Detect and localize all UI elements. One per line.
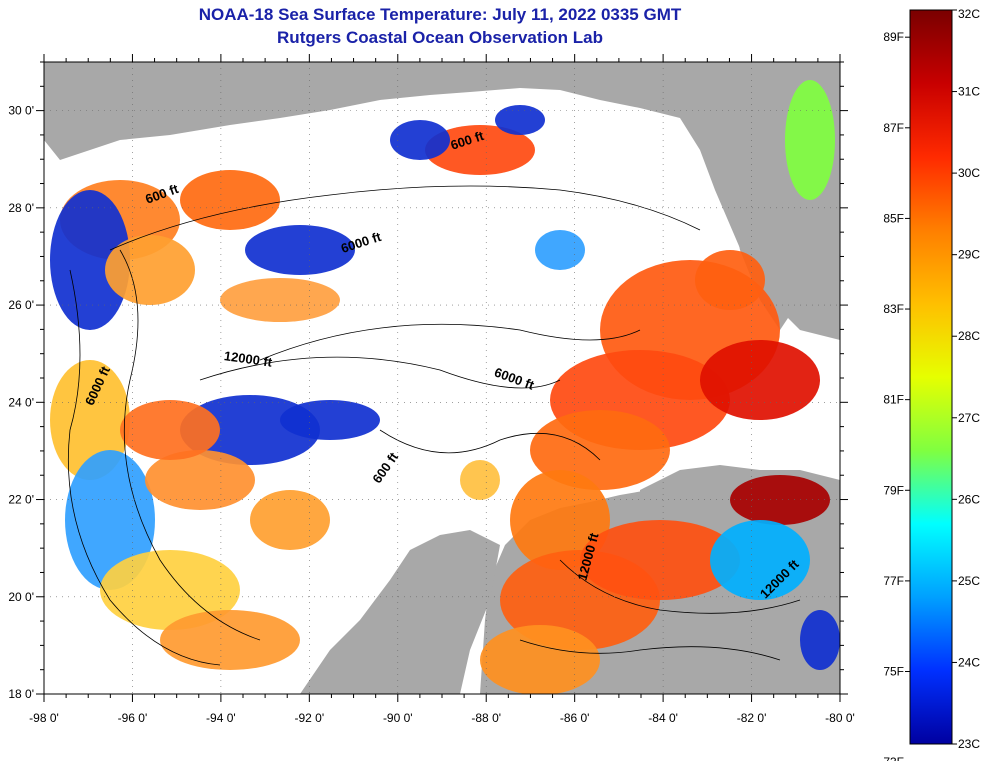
sst-patch — [390, 120, 450, 160]
sst-patch — [785, 80, 835, 200]
fahrenheit-label: 85F — [883, 211, 904, 225]
sst-patch — [710, 520, 810, 600]
sst-patch — [495, 105, 545, 135]
sst-patch — [250, 490, 330, 550]
sst-patch — [530, 410, 670, 490]
celsius-label: 24C — [958, 655, 980, 669]
celsius-label: 25C — [958, 574, 980, 588]
celsius-label: 32C — [958, 7, 980, 21]
sst-patch — [120, 400, 220, 460]
celsius-label: 30C — [958, 166, 980, 180]
frame-ticks — [36, 54, 848, 702]
celsius-label: 31C — [958, 85, 980, 99]
bathymetry-contours — [67, 185, 801, 666]
sst-patch — [425, 125, 535, 175]
celsius-label: 23C — [958, 737, 980, 751]
fahrenheit-label: 75F — [883, 665, 904, 679]
sst-patch — [50, 190, 130, 330]
map-title: NOAA-18 Sea Surface Temperature: July 11… — [198, 5, 682, 24]
fahrenheit-label: 87F — [883, 121, 904, 135]
sst-patch — [730, 475, 830, 525]
lon-tick-label: -96 0' — [118, 711, 148, 725]
fahrenheit-label: 77F — [883, 574, 904, 588]
sst-patch — [180, 170, 280, 230]
lat-tick-label: 24 0' — [8, 395, 34, 409]
sst-patch — [145, 450, 255, 510]
lat-tick-label: 22 0' — [8, 493, 34, 507]
lon-tick-label: -98 0' — [29, 711, 59, 725]
lon-tick-label: -80 0' — [825, 711, 855, 725]
graticule-grid — [44, 62, 840, 694]
lon-tick-label: -90 0' — [383, 711, 413, 725]
sst-patch — [460, 460, 500, 500]
sst-patch — [510, 470, 610, 570]
fahrenheit-label: 83F — [883, 302, 904, 316]
lon-tick-label: -86 0' — [560, 711, 590, 725]
fahrenheit-label: 73F — [883, 755, 904, 761]
sst-patch — [105, 235, 195, 305]
lon-tick-label: -82 0' — [737, 711, 767, 725]
map-subtitle: Rutgers Coastal Ocean Observation Lab — [277, 28, 603, 47]
sst-patch — [580, 520, 740, 600]
sst-patches — [50, 80, 840, 694]
sst-patch — [700, 340, 820, 420]
celsius-label: 26C — [958, 492, 980, 506]
sst-patch — [245, 225, 355, 275]
colorbar-celsius-labels: 32C 31C 30C 29C 28C 27C 26C 25C 24C 23C — [952, 7, 980, 751]
sst-patch — [220, 278, 340, 322]
celsius-label: 28C — [958, 329, 980, 343]
longitude-labels: -98 0' -96 0' -94 0' -92 0' -90 0' -88 0' -86 … — [29, 711, 855, 725]
lat-tick-label: 28 0' — [8, 201, 34, 215]
map-area — [44, 62, 840, 694]
gulf-water-cloud — [44, 88, 840, 694]
lat-tick-label: 20 0' — [8, 590, 34, 604]
colorbar-gradient — [909, 9, 953, 745]
fahrenheit-label: 89F — [883, 30, 904, 44]
lat-tick-label: 18 0' — [8, 687, 34, 701]
lon-tick-label: -84 0' — [648, 711, 678, 725]
yucatan-land — [300, 530, 500, 694]
celsius-label: 27C — [958, 411, 980, 425]
sst-patch — [160, 610, 300, 670]
sst-patch — [800, 610, 840, 670]
fahrenheit-label: 81F — [883, 393, 904, 407]
lat-tick-label: 26 0' — [8, 298, 34, 312]
contour-label: 12000 ft — [223, 348, 274, 370]
latitude-labels: 18 0' 20 0' 22 0' 24 0' 26 0' 28 0' 30 0' — [8, 104, 34, 701]
florida-land — [700, 62, 810, 330]
sst-patch — [480, 625, 600, 694]
sst-patch — [280, 400, 380, 440]
lon-tick-label: -92 0' — [295, 711, 325, 725]
lon-tick-label: -88 0' — [471, 711, 501, 725]
lon-tick-label: -94 0' — [206, 711, 236, 725]
sst-patch — [535, 230, 585, 270]
colorbar-fahrenheit-labels: 89F 87F 85F 83F 81F 79F 77F 75F 73F — [883, 30, 910, 761]
celsius-label: 29C — [958, 248, 980, 262]
sst-patch — [695, 250, 765, 310]
lat-tick-label: 30 0' — [8, 104, 34, 118]
fahrenheit-label: 79F — [883, 483, 904, 497]
